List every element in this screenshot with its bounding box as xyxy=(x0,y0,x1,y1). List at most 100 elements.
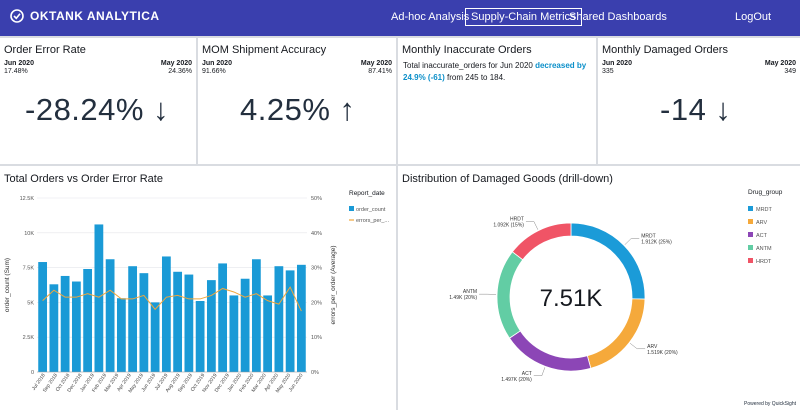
donut-label-name: HRDT xyxy=(510,217,524,223)
combo-chart[interactable]: 0 2.5K 5K 7.5K 10K 12.5K 0% 10% 20% 30% 40% 50% orde… xyxy=(0,166,396,410)
bar-order-count[interactable] xyxy=(83,268,93,372)
donut-label-name: MRDT xyxy=(641,233,655,239)
bar-order-count[interactable] xyxy=(229,295,239,372)
nav-link-shared-dashboards[interactable]: Shared Dashboards xyxy=(569,11,667,23)
nav-link-supply-chain-metrics[interactable]: Supply-Chain Metrics xyxy=(465,8,582,26)
kpi-left-value: 335 xyxy=(602,68,614,75)
line-errors-per-order[interactable] xyxy=(42,286,302,312)
bar-order-count[interactable] xyxy=(49,284,59,372)
kpi-inaccurate-orders[interactable]: Monthly Inaccurate Orders Total inaccura… xyxy=(398,38,596,164)
donut-leader-line xyxy=(525,221,539,230)
donut-slice-antm[interactable] xyxy=(496,251,524,339)
donut-slice-hrdt[interactable] xyxy=(511,222,572,261)
bar-order-count[interactable] xyxy=(60,275,70,372)
kpi-right-value: 349 xyxy=(784,68,796,75)
kpi-left-value: 17.48% xyxy=(4,68,28,75)
y2-tick-label: 20% xyxy=(311,300,322,306)
kpi-left-period: Jun 2020 xyxy=(4,60,34,67)
donut-label-name: ACT xyxy=(522,371,532,377)
legend-swatch-arv xyxy=(748,219,753,224)
kpi-left-period: Jun 2020 xyxy=(202,60,232,67)
donut-label-value: 1.092K (15%) xyxy=(493,223,524,229)
legend-item-errors[interactable]: errors_per_... xyxy=(356,218,389,224)
y2-tick-label: 40% xyxy=(311,231,322,237)
bar-order-count[interactable] xyxy=(161,256,171,372)
legend-item-arv[interactable]: ARV xyxy=(756,220,768,226)
legend-item-hrdt[interactable]: HRDT xyxy=(756,259,772,265)
legend-swatch-mrdt xyxy=(748,206,753,211)
bar-order-count[interactable] xyxy=(105,259,115,372)
legend-swatch-order-count xyxy=(349,206,354,211)
donut-slice-act[interactable] xyxy=(508,330,592,372)
kpi-big-value: 4.25% ↑ xyxy=(240,92,356,127)
bar-order-count[interactable] xyxy=(296,264,306,372)
bar-order-count[interactable] xyxy=(128,266,138,372)
powered-by-footer: Powered by QuickSight xyxy=(744,401,796,407)
legend-swatch-antm xyxy=(748,245,753,250)
bar-order-count[interactable] xyxy=(195,301,205,372)
y2-tick-label: 50% xyxy=(311,196,322,202)
donut-label-name: ANTM xyxy=(463,289,477,295)
legend-swatch-act xyxy=(748,232,753,237)
kpi-title: Monthly Inaccurate Orders xyxy=(402,44,532,56)
bar-order-count[interactable] xyxy=(274,266,284,372)
legend-item-order-count[interactable]: order_count xyxy=(356,207,386,213)
y-axis-title: order_count (Sum) xyxy=(4,258,11,312)
legend-title: Drug_group xyxy=(748,189,783,196)
kpi-right-period: May 2020 xyxy=(764,60,796,67)
kpi-big-value: -28.24% ↓ xyxy=(25,92,170,127)
bar-order-count[interactable] xyxy=(206,280,216,372)
combo-chart-panel[interactable]: Total Orders vs Order Error Rate 0 2.5K 5K… xyxy=(0,166,396,410)
donut-center-total: 7.51K xyxy=(540,285,603,312)
kpi-narrative: Total inaccurate_orders for Jun 2020 dec… xyxy=(403,61,587,82)
legend-item-act[interactable]: ACT xyxy=(756,233,768,239)
y-tick-label: 10K xyxy=(24,231,34,237)
legend-item-mrdt[interactable]: MRDT xyxy=(756,207,773,213)
donut-label-value: 1.912K (25%) xyxy=(641,239,672,245)
kpi-title: MOM Shipment Accuracy xyxy=(202,44,327,56)
bar-order-count[interactable] xyxy=(71,281,81,372)
kpi-order-error-rate[interactable]: Order Error Rate Jun 2020 17.48% May 202… xyxy=(0,38,196,164)
combo-chart-title: Total Orders vs Order Error Rate xyxy=(4,173,163,185)
bar-order-count[interactable] xyxy=(38,262,48,372)
y2-tick-label: 10% xyxy=(311,335,322,341)
bar-order-count[interactable] xyxy=(116,298,126,372)
bar-order-count[interactable] xyxy=(218,263,228,372)
brand-logo-icon xyxy=(10,9,24,23)
bar-order-count[interactable] xyxy=(139,273,149,372)
top-nav-bar: OKTANK ANALYTICA Ad-hoc Analysis Supply-… xyxy=(0,0,800,36)
bar-order-count[interactable] xyxy=(263,295,273,372)
donut-chart-title: Distribution of Damaged Goods (drill-dow… xyxy=(402,173,613,185)
kpi-big-value: -14 ↓ xyxy=(660,92,732,127)
donut-chart-panel[interactable]: Distribution of Damaged Goods (drill-dow… xyxy=(398,166,800,410)
donut-label-value: 1.519K (20%) xyxy=(647,350,678,356)
brand-name: OKTANK ANALYTICA xyxy=(30,9,160,23)
bar-order-count[interactable] xyxy=(173,271,183,372)
brand-logo[interactable]: OKTANK ANALYTICA xyxy=(10,9,160,23)
nav-link-adhoc-analysis[interactable]: Ad-hoc Analysis xyxy=(391,11,470,23)
y-tick-label: 7.5K xyxy=(23,266,35,272)
donut-leader-line xyxy=(629,343,646,350)
kpi-damaged-orders[interactable]: Monthly Damaged Orders Jun 2020 335 May … xyxy=(598,38,800,164)
bar-order-count[interactable] xyxy=(285,270,295,372)
bar-order-count[interactable] xyxy=(184,274,194,372)
donut-leader-line xyxy=(624,238,640,245)
kpi-right-value: 87.41% xyxy=(368,68,392,75)
kpi-shipment-accuracy[interactable]: MOM Shipment Accuracy Jun 2020 91.66% Ma… xyxy=(198,38,396,164)
logout-link[interactable]: LogOut xyxy=(735,11,772,23)
legend-title: Report_date xyxy=(349,190,385,197)
donut-leader-line xyxy=(533,367,546,377)
bar-order-count[interactable] xyxy=(94,224,104,372)
bar-order-count[interactable] xyxy=(251,259,261,372)
bar-order-count[interactable] xyxy=(240,278,250,372)
y-tick-label: 0 xyxy=(31,370,34,376)
kpi-right-period: May 2020 xyxy=(360,60,392,67)
donut-label-value: 1.497K (20%) xyxy=(501,377,532,383)
y2-axis-title: errors_per_order (Average) xyxy=(330,246,337,325)
bar-order-count[interactable] xyxy=(150,302,160,372)
legend-item-antm[interactable]: ANTM xyxy=(756,246,772,252)
kpi-change-highlight: decreased by 24.9% (-61) xyxy=(403,61,587,82)
kpi-title: Order Error Rate xyxy=(4,44,86,56)
y-tick-label: 5K xyxy=(27,300,34,306)
